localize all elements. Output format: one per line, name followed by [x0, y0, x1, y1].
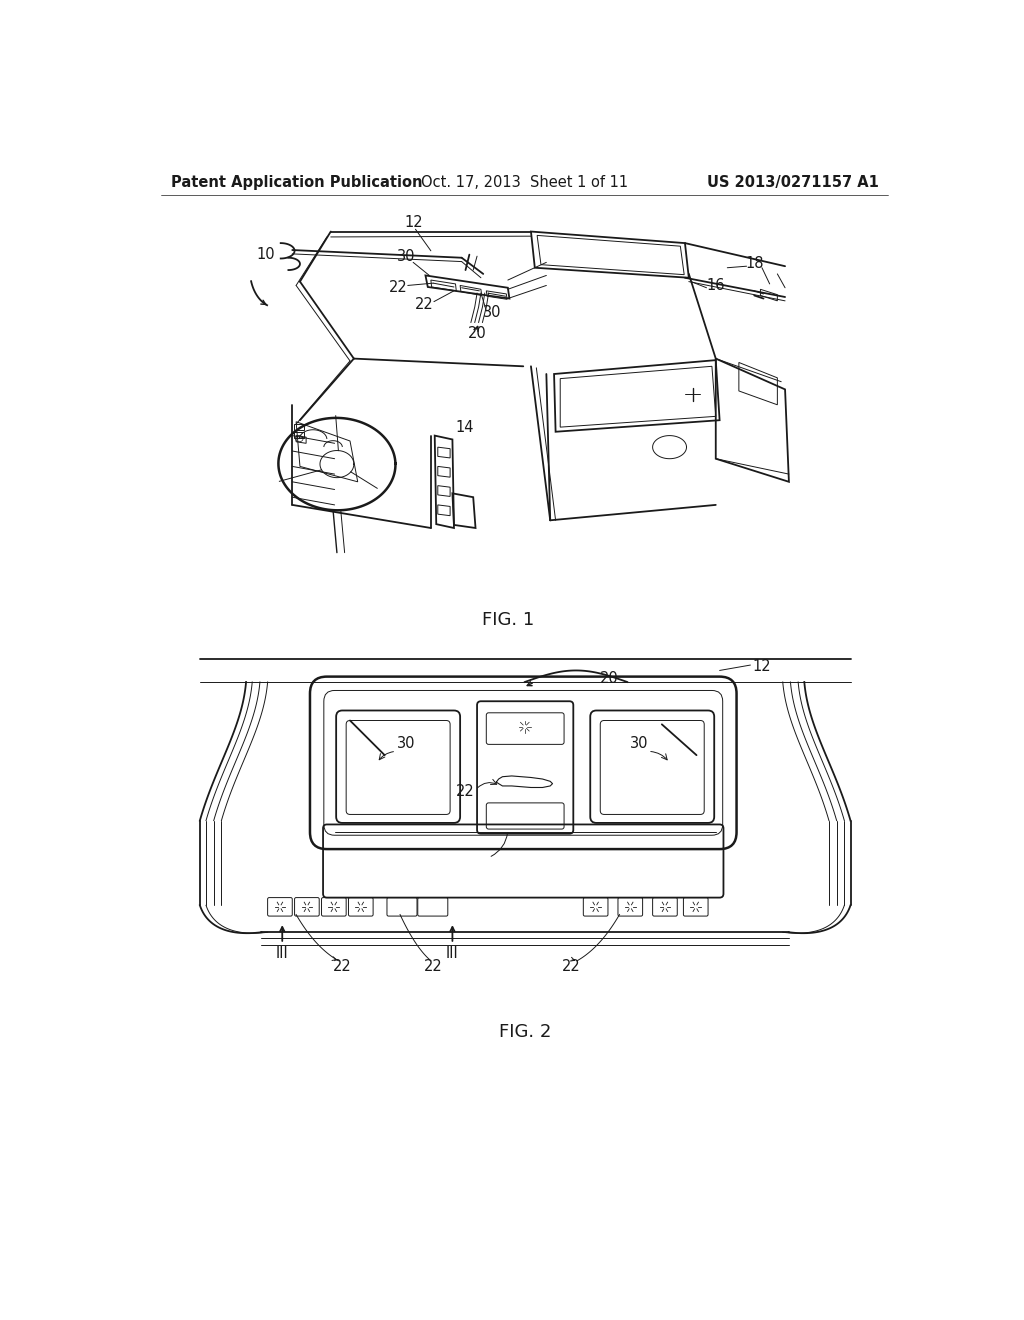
Text: US 2013/0271157 A1: US 2013/0271157 A1: [708, 174, 879, 190]
Text: Oct. 17, 2013  Sheet 1 of 11: Oct. 17, 2013 Sheet 1 of 11: [421, 174, 629, 190]
Text: 30: 30: [630, 737, 648, 751]
Text: III: III: [446, 945, 459, 961]
Text: 22: 22: [456, 784, 475, 799]
Text: 18: 18: [745, 256, 764, 272]
Text: 22: 22: [389, 280, 408, 296]
Text: 22: 22: [424, 960, 442, 974]
Text: 20: 20: [468, 326, 486, 341]
Text: 10: 10: [256, 247, 274, 263]
Text: Patent Application Publication: Patent Application Publication: [171, 174, 422, 190]
Text: III: III: [275, 945, 289, 961]
Text: FIG. 1: FIG. 1: [481, 611, 534, 630]
Text: 12: 12: [753, 659, 771, 675]
Text: 22: 22: [561, 960, 581, 974]
Text: 16: 16: [707, 279, 725, 293]
Text: 20: 20: [600, 671, 618, 685]
Text: 30: 30: [397, 249, 416, 264]
Text: 22: 22: [416, 297, 434, 313]
Text: FIG. 2: FIG. 2: [499, 1023, 551, 1041]
Text: 14: 14: [456, 420, 474, 436]
Text: 30: 30: [483, 305, 502, 319]
Text: 22: 22: [333, 960, 351, 974]
Text: 30: 30: [397, 737, 416, 751]
Text: 12: 12: [404, 215, 423, 230]
